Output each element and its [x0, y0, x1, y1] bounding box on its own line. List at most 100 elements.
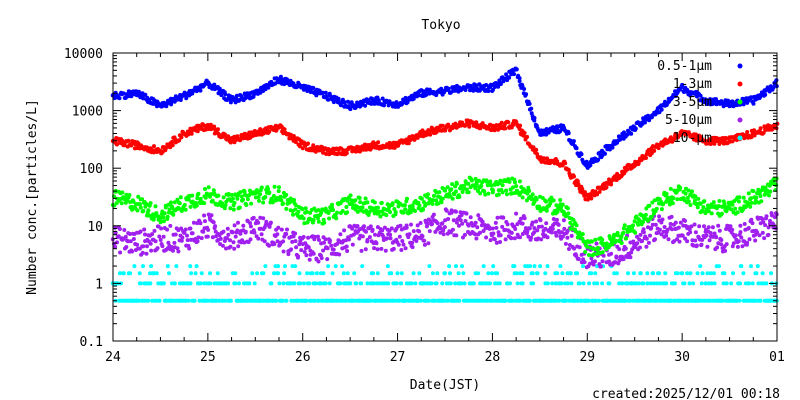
data-point	[241, 197, 245, 202]
data-point	[668, 222, 673, 226]
data-point	[326, 264, 331, 269]
data-point	[659, 107, 664, 112]
data-point	[198, 281, 203, 286]
data-point	[709, 211, 714, 216]
data-point	[482, 189, 487, 194]
data-point	[596, 298, 601, 303]
data-point	[440, 196, 445, 201]
data-point	[229, 193, 234, 197]
data-point	[410, 240, 415, 245]
data-point	[248, 224, 253, 229]
chart-title: Tokyo	[421, 18, 460, 33]
data-point	[184, 96, 189, 101]
data-point	[456, 271, 461, 276]
data-point	[136, 298, 141, 303]
data-point	[417, 229, 422, 234]
data-point	[116, 234, 121, 239]
data-point	[294, 245, 299, 250]
data-point	[580, 187, 585, 191]
data-point	[123, 234, 128, 239]
data-point	[120, 190, 125, 195]
data-point	[284, 206, 289, 211]
data-point	[263, 195, 268, 199]
data-point	[451, 218, 456, 223]
data-point	[698, 264, 703, 269]
data-point	[292, 197, 296, 202]
data-point	[479, 183, 484, 188]
data-point	[306, 235, 311, 240]
data-point	[702, 224, 706, 229]
data-point	[512, 264, 517, 269]
data-point	[441, 232, 446, 237]
data-point	[746, 226, 751, 230]
data-point	[430, 222, 434, 226]
data-point	[206, 185, 211, 190]
data-point	[487, 281, 492, 286]
data-point	[530, 220, 535, 225]
data-point	[427, 264, 432, 269]
data-point	[724, 227, 729, 231]
data-point	[293, 203, 298, 208]
data-point	[197, 298, 202, 303]
data-point	[422, 242, 427, 247]
data-point	[425, 221, 430, 226]
data-point	[293, 231, 298, 236]
data-point	[677, 239, 682, 244]
data-point	[509, 236, 514, 241]
data-point	[402, 203, 407, 208]
data-point	[557, 298, 562, 303]
data-point	[693, 238, 698, 243]
data-point	[565, 235, 570, 240]
x-tick-label: 25	[200, 350, 216, 365]
data-point	[369, 101, 374, 106]
data-point	[628, 228, 633, 233]
data-point	[668, 186, 673, 191]
data-point	[355, 209, 360, 214]
data-point	[322, 240, 326, 245]
data-point	[335, 210, 339, 215]
data-point	[748, 204, 753, 209]
data-point	[730, 227, 735, 232]
data-point	[447, 264, 452, 269]
data-point	[276, 189, 281, 194]
data-point	[138, 202, 142, 207]
data-point	[749, 264, 753, 269]
data-point	[168, 223, 173, 228]
data-point	[281, 281, 286, 286]
data-point	[741, 207, 746, 212]
data-point	[527, 298, 532, 303]
data-point	[503, 237, 508, 242]
data-point	[259, 185, 264, 190]
data-point	[558, 198, 563, 202]
data-point	[717, 228, 722, 233]
data-point	[178, 195, 183, 200]
data-point	[277, 281, 282, 286]
data-point	[717, 199, 722, 203]
data-point	[367, 235, 372, 240]
series-1	[110, 118, 780, 202]
data-point	[411, 271, 416, 276]
data-point	[122, 228, 127, 232]
data-point	[676, 225, 681, 230]
data-point	[615, 171, 620, 176]
data-point	[158, 238, 163, 242]
data-point	[769, 271, 774, 276]
data-point	[208, 271, 212, 276]
data-point	[571, 139, 576, 144]
data-point	[698, 93, 703, 98]
x-tick-label: 29	[579, 350, 595, 365]
data-point	[705, 244, 710, 249]
data-point	[729, 207, 734, 212]
data-point	[375, 281, 380, 286]
data-point	[307, 257, 312, 262]
data-point	[442, 225, 447, 230]
data-point	[279, 227, 284, 232]
data-point	[384, 213, 389, 218]
data-point	[222, 206, 227, 211]
data-point	[515, 281, 520, 286]
data-point	[266, 187, 270, 191]
data-point	[544, 208, 549, 213]
data-point	[340, 264, 345, 269]
data-point	[344, 298, 349, 303]
data-point	[641, 227, 646, 232]
